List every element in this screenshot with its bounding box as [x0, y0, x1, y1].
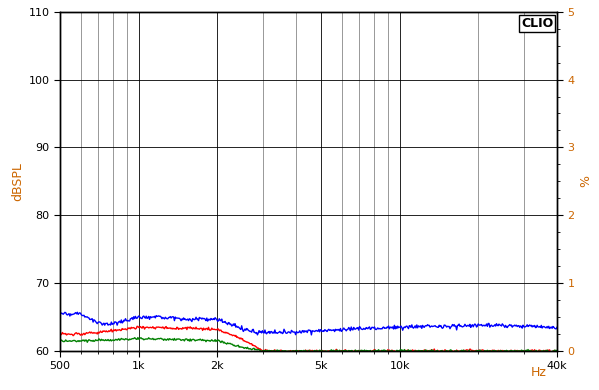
Y-axis label: %: %	[579, 176, 592, 187]
Text: CLIO: CLIO	[521, 17, 553, 30]
Y-axis label: dBSPL: dBSPL	[11, 162, 25, 201]
Text: Hz: Hz	[531, 366, 547, 379]
